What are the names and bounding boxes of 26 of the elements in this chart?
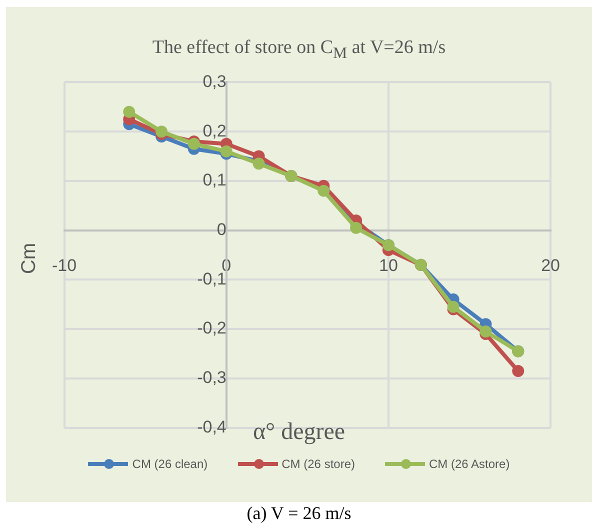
point [123,106,136,118]
point [350,222,362,234]
legend-label: CM (26 Astore) [429,457,510,471]
y-tick-label: -0,3 [197,368,226,388]
y-tick-label: 0,3 [202,72,226,91]
point [318,184,330,197]
x-axis-title: α° degree [252,419,346,445]
x-tick-label: -10 [52,256,77,276]
point [220,145,232,158]
x-tick-label: 20 [541,256,560,276]
y-axis-title: Cm [18,242,42,274]
point [188,138,200,150]
y-tick-label: 0,2 [202,121,226,140]
y-tick-label: -0,2 [197,318,226,338]
point [512,365,524,378]
point [447,300,460,313]
chart-title: The effect of store on C$_{M}$ at V=26 m/s [151,37,447,63]
point [252,158,265,170]
point [156,126,168,138]
x-tick-label: 10 [379,256,398,276]
text: (a) V = 26 m/s [246,503,352,524]
y-tick-label: 0,1 [202,170,226,190]
legend-label: CM (26 clean) [132,457,208,471]
y-tick-label: -0,4 [197,417,226,436]
legend-label: CM (26 store) [282,457,355,471]
y-tick-label: 0 [216,220,226,239]
